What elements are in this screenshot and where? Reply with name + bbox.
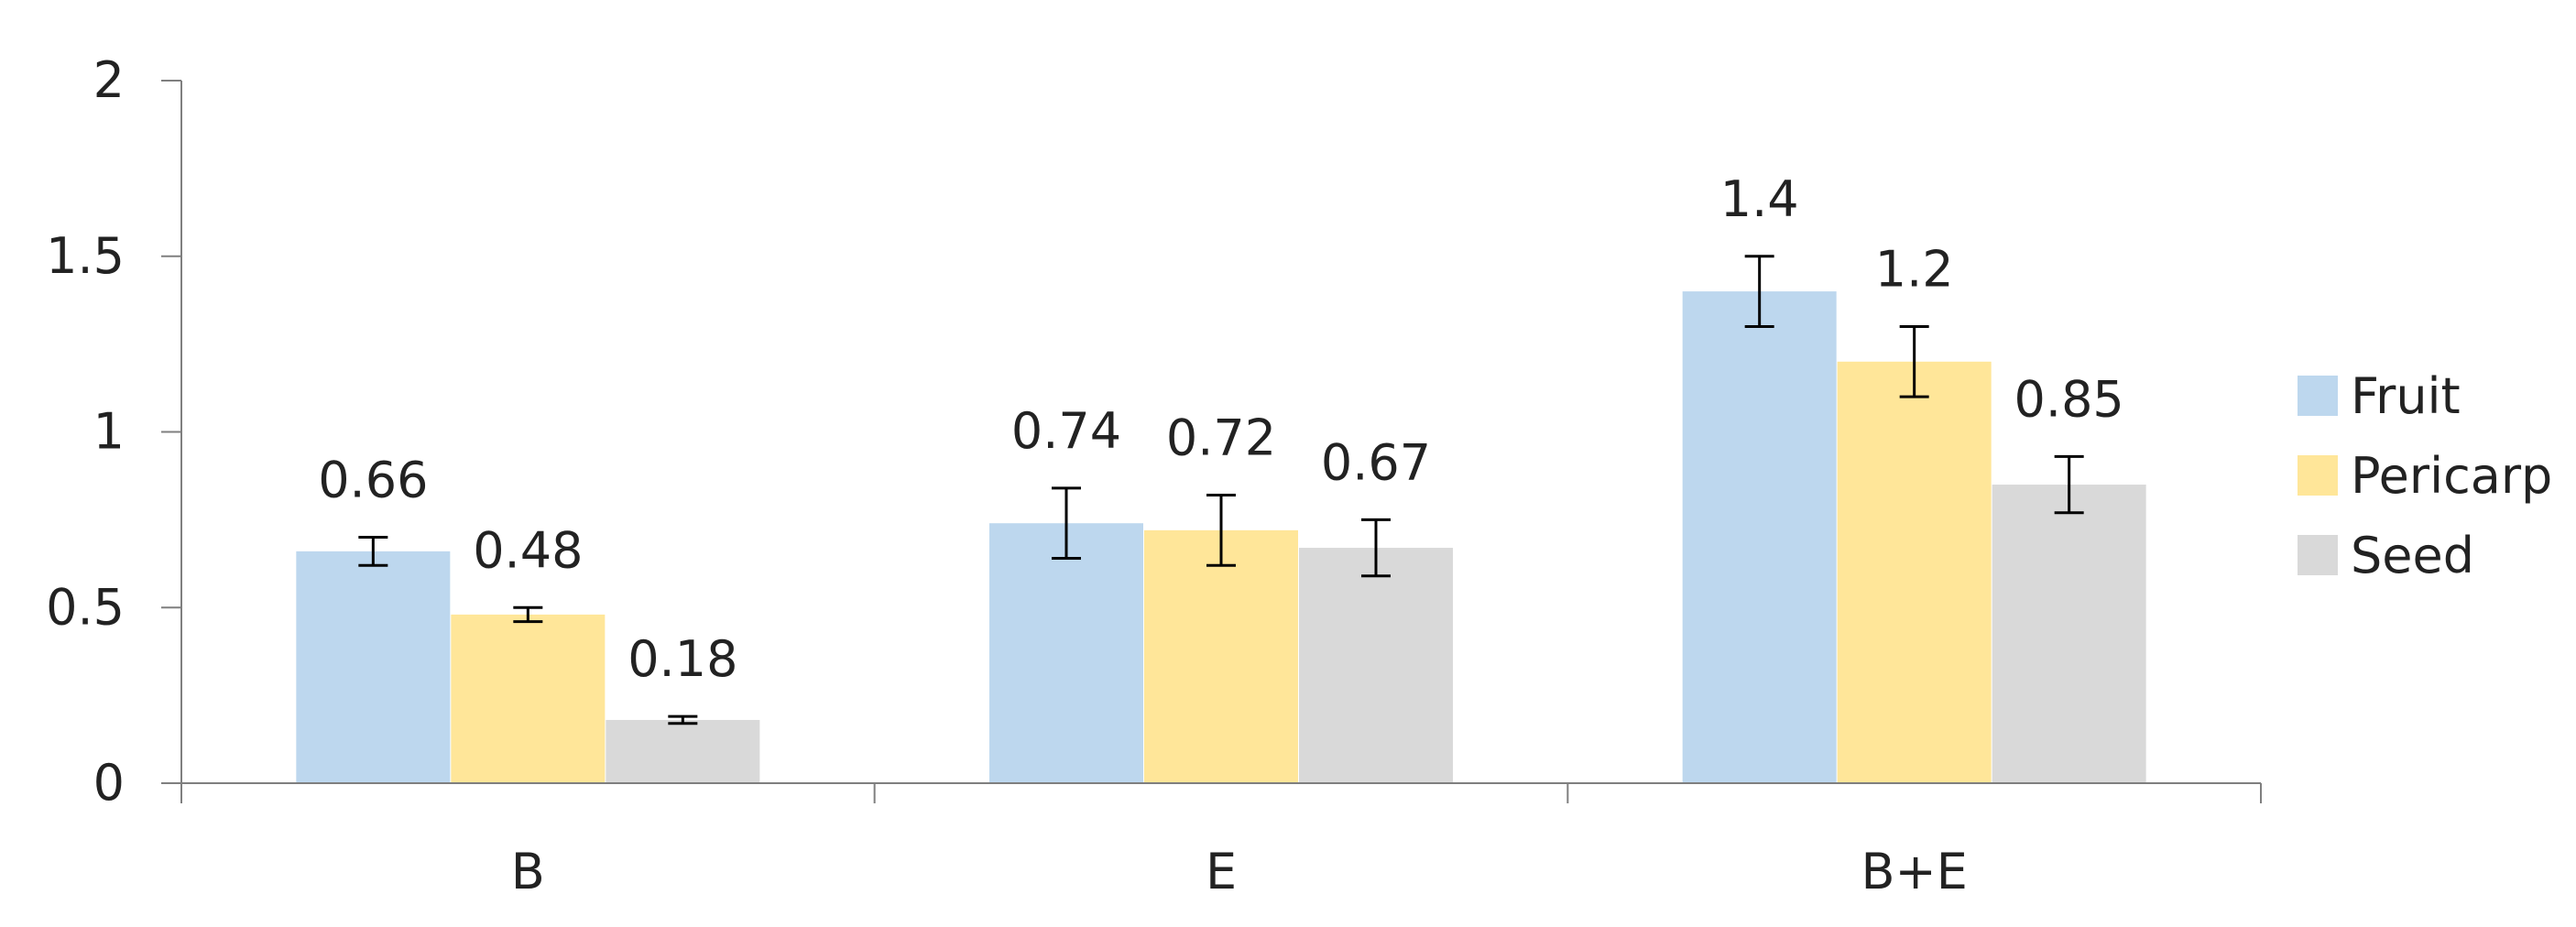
y-tick-label-0: 0	[93, 754, 125, 812]
legend-item-seed: Seed	[2298, 527, 2474, 584]
error-bars-layer	[358, 255, 2084, 725]
data-label-fruit-e: 0.74	[1011, 402, 1121, 460]
data-label-seed-e: 0.67	[1321, 433, 1431, 491]
bar-fruit-bpluse	[1682, 291, 1837, 784]
x-tick-label-b: B	[511, 843, 545, 900]
data-label-fruit-bpluse: 1.4	[1720, 170, 1799, 228]
x-tick-label-bpluse: B+E	[1861, 843, 1967, 900]
legend-item-pericarp: Pericarp	[2298, 447, 2552, 505]
error-bar-seed-bpluse	[2054, 454, 2084, 515]
legend-swatch-seed	[2298, 535, 2338, 575]
data-label-fruit-b: 0.66	[318, 452, 428, 509]
error-bar-pericarp-e	[1206, 494, 1236, 567]
error-bar-pericarp-bpluse	[1899, 324, 1929, 398]
error-bar-fruit-e	[1052, 486, 1081, 561]
data-label-pericarp-e: 0.72	[1166, 409, 1276, 467]
legend-label-seed: Seed	[2351, 527, 2474, 584]
bar-fruit-e	[989, 523, 1143, 783]
data-label-seed-b: 0.18	[628, 630, 737, 688]
bar-seed-e	[1299, 548, 1453, 783]
error-bar-seed-b	[668, 714, 698, 725]
bar-pericarp-e	[1144, 529, 1298, 783]
data-label-pericarp-b: 0.48	[473, 521, 583, 579]
legend-item-fruit: Fruit	[2298, 367, 2461, 425]
bar-seed-bpluse	[1992, 485, 2146, 783]
data-labels-layer: 0.66 0.48 0.18 0.74 0.72 0.67 1.4 1.2 0.85	[318, 170, 2124, 688]
error-bar-fruit-b	[358, 536, 388, 567]
bar-seed-b	[606, 719, 760, 783]
legend-label-fruit: Fruit	[2351, 367, 2461, 425]
legend-swatch-fruit	[2298, 376, 2338, 416]
error-bar-fruit-bpluse	[1744, 255, 1774, 328]
data-label-pericarp-bpluse: 1.2	[1875, 240, 1954, 298]
legend: Fruit Pericarp Seed	[2298, 367, 2552, 584]
y-tick-label-0-5: 0.5	[46, 578, 125, 636]
bar-fruit-b	[296, 551, 451, 783]
error-bar-seed-e	[1361, 518, 1391, 578]
bar-pericarp-bpluse	[1837, 361, 1992, 783]
bar-pericarp-b	[451, 614, 606, 783]
error-bar-pericarp-b	[513, 605, 543, 624]
y-tick-label-1: 1	[93, 403, 125, 461]
legend-label-pericarp: Pericarp	[2351, 447, 2552, 505]
y-tick-label-1-5: 1.5	[46, 227, 125, 285]
bars-layer	[296, 291, 2146, 784]
data-label-seed-bpluse: 0.85	[2014, 370, 2124, 428]
legend-swatch-pericarp	[2298, 455, 2338, 496]
y-tick-label-2: 2	[93, 51, 125, 109]
axes-layer: B E B+E 0 0.5 1 1.5 2	[46, 51, 2262, 900]
x-tick-label-e: E	[1206, 843, 1237, 900]
